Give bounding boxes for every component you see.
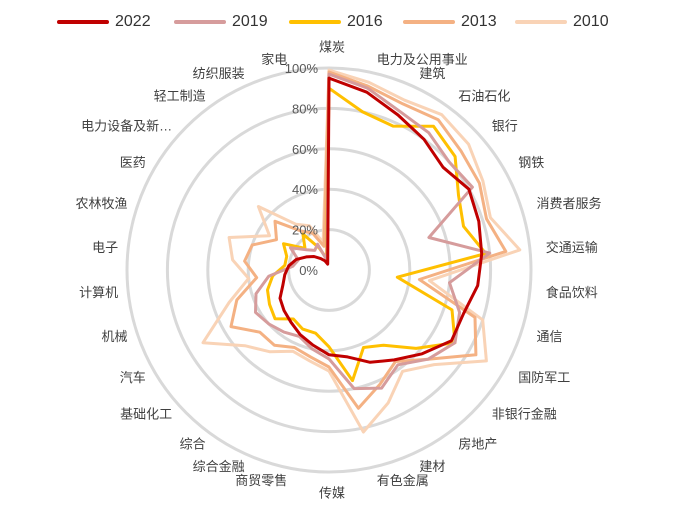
radial-tick-label: 80% [292,101,318,116]
category-label: 电力及公用事业 [377,52,468,67]
radial-tick-labels: 0% 20% 40% 60% 80% 100% [285,61,319,278]
legend-item: 2019 [174,9,268,35]
radial-tick-label: 40% [292,182,318,197]
legend-swatch [403,20,455,24]
legend-label: 2010 [573,13,609,30]
legend-item: 2013 [403,9,497,35]
category-label: 商贸零售 [235,473,287,488]
category-label: 消费者服务 [537,196,602,211]
category-label: 家电 [261,52,287,67]
legend-label: 2013 [461,13,497,30]
category-label: 建材 [419,459,445,474]
legend-label: 2019 [232,13,268,30]
category-label: 煤炭 [319,40,345,55]
category-labels: 煤炭电力及公用事业建筑石油石化银行钢铁消费者服务交通运输食品饮料通信国防军工非银… [75,40,601,501]
legend-item: 2010 [515,9,609,35]
grid-circle [125,66,533,474]
legend-item: 2016 [289,9,383,35]
legend-label: 2022 [115,13,151,30]
radial-tick-label: 60% [292,142,318,157]
legend-swatch [174,20,226,24]
category-label: 机械 [101,329,127,344]
category-label: 有色金属 [377,473,429,488]
category-label: 轻工制造 [154,89,206,104]
legend-swatch [515,20,567,24]
category-label: 食品饮料 [546,285,598,300]
radial-tick-label: 0% [299,263,318,278]
category-label: 交通运输 [546,240,598,255]
legend-label: 2016 [347,13,383,30]
legend-item: 2022 [57,9,151,35]
radial-tick-label: 20% [292,223,318,238]
category-label: 综合金融 [193,459,245,474]
series-line [254,72,492,391]
category-label: 基础化工 [120,406,172,421]
series-line [278,76,484,364]
category-label: 电子 [92,240,118,255]
category-label: 计算机 [79,285,118,300]
category-label: 建筑 [419,66,445,81]
series-line [229,70,508,410]
category-label: 石油石化 [458,89,510,104]
radial-tick-label: 100% [285,61,319,76]
series-line [266,86,488,383]
category-label: 电力设备及新… [81,119,172,134]
category-label: 纺织服装 [193,66,245,81]
category-label: 钢铁 [518,155,544,170]
legend-swatch [289,20,341,24]
legend: 2022 2019 2016 2013 2010 [0,9,681,35]
category-label: 汽车 [120,370,146,385]
category-label: 综合 [180,436,206,451]
category-label: 通信 [537,329,563,344]
category-label: 非银行金融 [492,406,557,421]
category-label: 房地产 [458,436,497,451]
series-line [201,68,522,434]
legend-swatch [57,20,109,24]
category-label: 传媒 [319,486,345,501]
series-lines [201,68,522,434]
category-label: 国防军工 [518,370,570,385]
category-label: 医药 [120,155,146,170]
category-label: 银行 [492,119,518,134]
category-label: 农林牧渔 [75,196,127,211]
